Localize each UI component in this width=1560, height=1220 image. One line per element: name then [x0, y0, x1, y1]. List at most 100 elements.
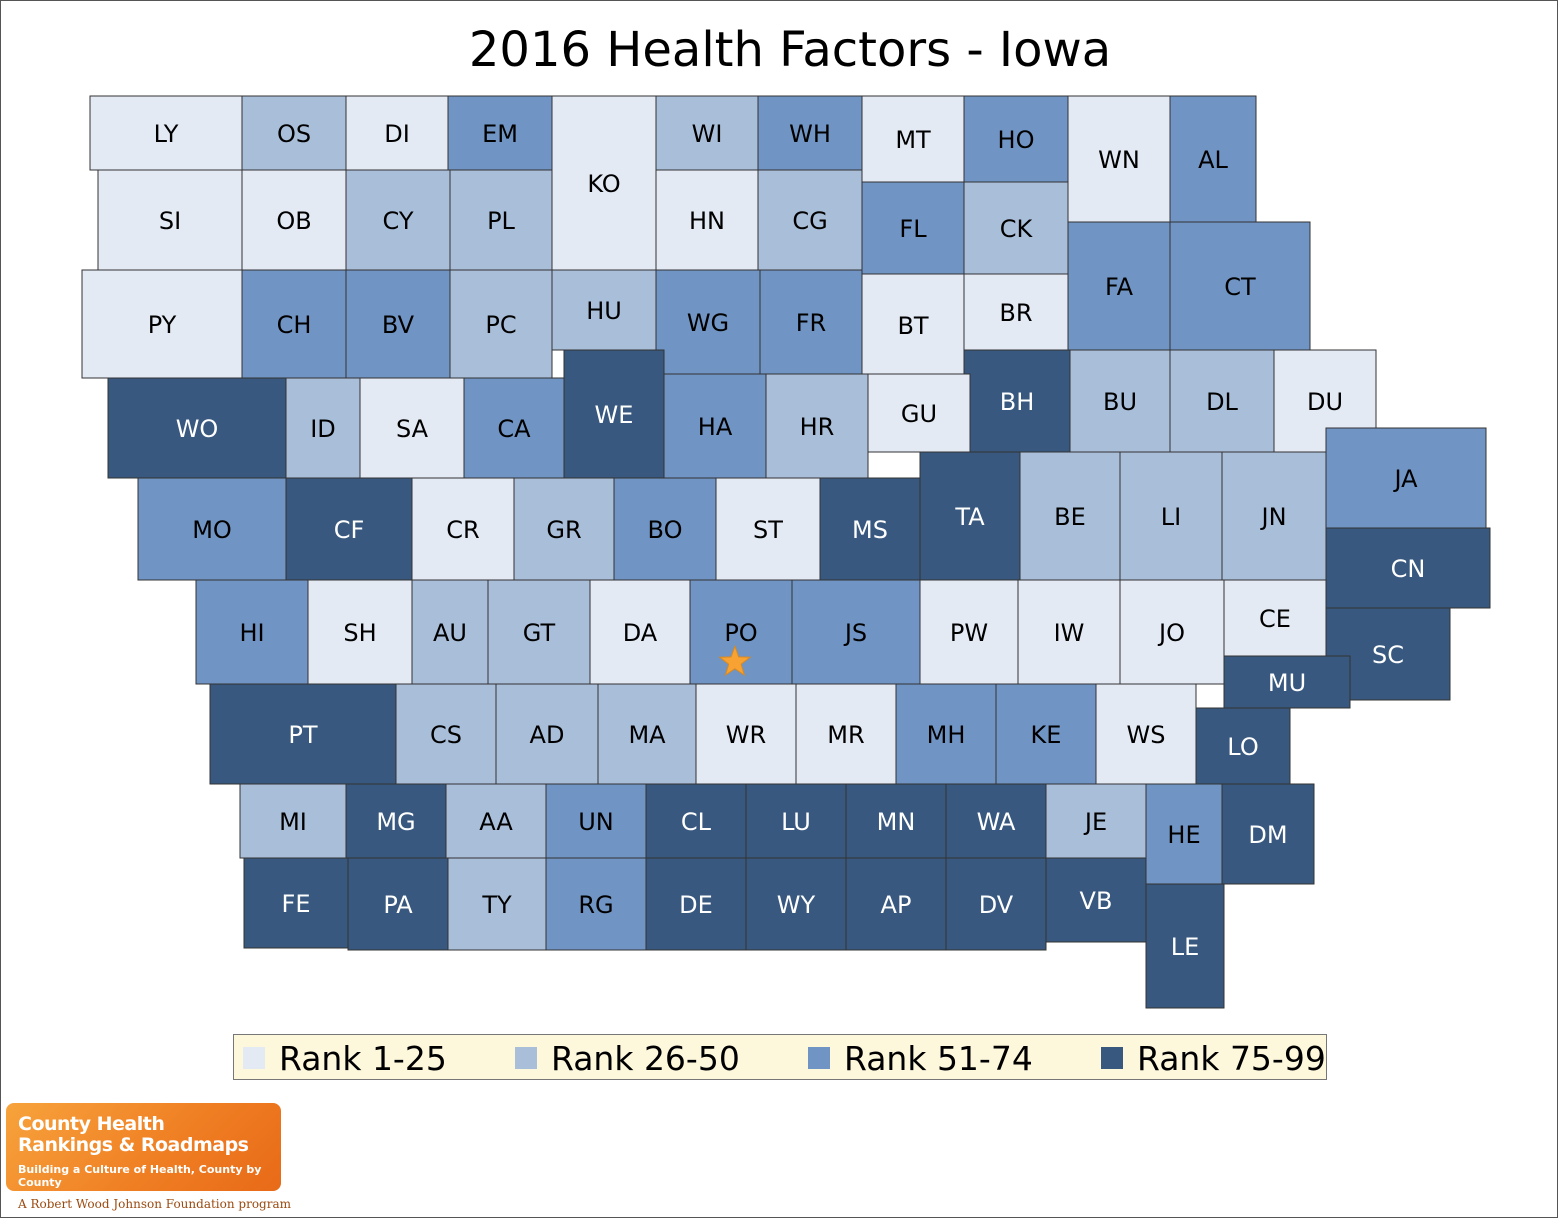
- county-py: [81, 269, 243, 379]
- map-title: 2016 Health Factors - Iowa: [468, 22, 1112, 78]
- county-label-hi: HI: [239, 619, 264, 647]
- county-rg: [545, 857, 647, 951]
- county-label-jo: JO: [1157, 619, 1185, 647]
- county-label-bh: BH: [1000, 388, 1035, 416]
- county-label-bt: BT: [897, 312, 928, 340]
- county-label-dv: DV: [979, 891, 1014, 919]
- county-hu: [551, 269, 657, 351]
- county-si: [97, 169, 243, 271]
- county-label-ma: MA: [628, 721, 666, 749]
- county-ms: [819, 477, 921, 581]
- county-label-mr: MR: [827, 721, 864, 749]
- legend-item-rank-26-50: Rank 26-50: [515, 1038, 740, 1078]
- county-hn: [655, 169, 759, 271]
- county-label-lo: LO: [1227, 733, 1258, 761]
- county-le: [1145, 883, 1225, 1009]
- county-aa: [445, 783, 547, 859]
- county-label-cs: CS: [430, 721, 462, 749]
- county-ca: [463, 377, 565, 479]
- legend-label: Rank 26-50: [551, 1038, 740, 1078]
- county-label-ad: AD: [530, 721, 565, 749]
- legend-label: Rank 51-74: [844, 1038, 1033, 1078]
- county-label-gr: GR: [546, 516, 581, 544]
- county-mu: [1223, 655, 1351, 709]
- county-fl: [861, 181, 965, 275]
- county-label-py: PY: [148, 311, 177, 339]
- county-label-ch: CH: [277, 311, 312, 339]
- county-ad: [495, 683, 599, 785]
- county-au: [411, 579, 489, 685]
- county-label-mt: MT: [895, 126, 931, 154]
- county-br: [963, 273, 1069, 351]
- county-jo: [1119, 579, 1225, 685]
- county-di: [345, 95, 449, 171]
- county-lu: [745, 783, 847, 859]
- county-label-pl: PL: [487, 207, 515, 235]
- county-ja: [1325, 427, 1487, 529]
- county-label-al: AL: [1198, 146, 1228, 174]
- county-label-id: ID: [310, 415, 336, 443]
- county-cl: [645, 783, 747, 859]
- county-wr: [695, 683, 797, 785]
- county-label-hn: HN: [689, 207, 725, 235]
- legend-item-rank-75-99: Rank 75-99: [1101, 1039, 1326, 1078]
- county-label-wo: WO: [176, 415, 219, 443]
- county-label-li: LI: [1161, 503, 1181, 531]
- county-wa: [945, 783, 1047, 859]
- county-label-ty: TY: [481, 891, 512, 919]
- county-label-mo: MO: [192, 516, 232, 544]
- county-fr: [759, 269, 863, 375]
- county-de: [645, 857, 747, 951]
- county-label-sh: SH: [343, 619, 376, 647]
- county-label-lu: LU: [781, 808, 811, 836]
- county-label-si: SI: [159, 207, 181, 235]
- county-label-sc: SC: [1372, 641, 1404, 669]
- county-label-hu: HU: [586, 297, 622, 325]
- county-gu: [867, 373, 971, 453]
- county-li: [1119, 451, 1223, 581]
- legend-item-rank-1-25: Rank 1-25: [243, 1039, 447, 1078]
- county-label-gt: GT: [523, 619, 556, 647]
- county-label-be: BE: [1054, 503, 1086, 531]
- county-dm: [1221, 783, 1315, 885]
- county-label-fr: FR: [796, 309, 826, 337]
- county-label-mn: MN: [877, 808, 916, 836]
- legend-swatch: [1101, 1047, 1123, 1069]
- county-label-dm: DM: [1248, 821, 1287, 849]
- county-label-mu: MU: [1268, 669, 1306, 697]
- county-fe: [243, 857, 349, 949]
- county-label-ob: OB: [276, 207, 311, 235]
- county-wo: [107, 377, 287, 479]
- county-label-cn: CN: [1391, 555, 1426, 583]
- county-ws: [1095, 683, 1197, 785]
- county-label-st: ST: [753, 516, 783, 544]
- county-label-he: HE: [1167, 821, 1200, 849]
- county-label-os: OS: [277, 120, 311, 148]
- county-mn: [845, 783, 947, 859]
- county-label-ho: HO: [998, 126, 1035, 154]
- county-em: [447, 95, 553, 171]
- county-pt: [209, 683, 397, 785]
- county-label-wg: WG: [687, 309, 729, 337]
- county-label-ly: LY: [154, 120, 179, 148]
- county-ty: [447, 857, 547, 951]
- logo-line2: Rankings & Roadmaps: [18, 1134, 249, 1156]
- county-lo: [1195, 707, 1291, 785]
- county-label-rg: RG: [578, 891, 613, 919]
- county-pa: [347, 857, 449, 951]
- county-label-dl: DL: [1206, 388, 1238, 416]
- county-ct: [1169, 221, 1311, 351]
- county-ke: [995, 683, 1097, 785]
- county-label-gu: GU: [901, 400, 937, 428]
- county-label-ta: TA: [954, 503, 985, 531]
- county-vb: [1045, 857, 1147, 943]
- county-we: [563, 349, 665, 479]
- county-ho: [963, 95, 1069, 183]
- county-ce: [1223, 579, 1327, 657]
- county-mh: [895, 683, 997, 785]
- county-he: [1145, 783, 1223, 885]
- county-mr: [795, 683, 897, 785]
- county-label-au: AU: [433, 619, 467, 647]
- county-label-jn: JN: [1259, 503, 1286, 531]
- county-label-wa: WA: [977, 808, 1016, 836]
